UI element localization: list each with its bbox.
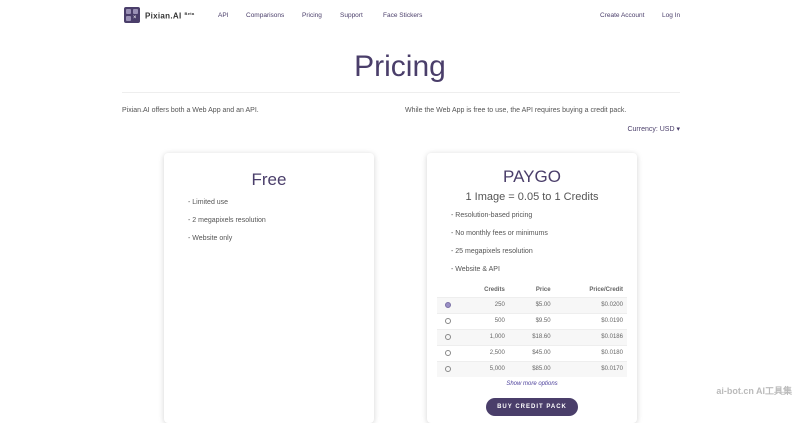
top-nav: × Pixian.AI Beta API Comparisons Pricing … (0, 0, 800, 32)
show-more-options-link[interactable]: Show more options (506, 381, 558, 387)
paygo-subtitle: 1 Image = 0.05 to 1 Credits (465, 191, 599, 203)
per-credit-cell: $0.0200 (554, 296, 627, 313)
per-credit-cell: $0.0190 (554, 312, 627, 329)
nav-api[interactable]: API (218, 12, 229, 19)
feature-item: - No monthly fees or minimums (451, 230, 548, 237)
price-cell: $9.50 (508, 312, 555, 329)
credits-cell: 1,000 (459, 328, 509, 345)
login-link[interactable]: Log In (662, 12, 681, 19)
credits-cell: 250 (459, 296, 509, 313)
free-title: Free (251, 170, 287, 189)
paygo-plan-card: PAYGO 1 Image = 0.05 to 1 Credits - Reso… (427, 153, 637, 423)
col-price-per-credit: Price/Credit (589, 286, 623, 293)
paygo-title: PAYGO (503, 167, 561, 186)
free-plan-card: Free - Limited use - 2 megapixels resolu… (164, 153, 374, 423)
feature-item: - 2 megapixels resolution (188, 217, 266, 224)
price-cell: $18.60 (508, 328, 555, 345)
beta-badge: Beta (184, 11, 195, 16)
nav-face-stickers[interactable]: Face Stickers (383, 12, 423, 19)
price-cell: $5.00 (508, 296, 555, 313)
credits-cell: 2,500 (459, 344, 509, 361)
feature-item: - 25 megapixels resolution (451, 248, 533, 255)
col-credits: Credits (484, 286, 505, 293)
intro-right: While the Web App is free to use, the AP… (405, 107, 627, 114)
credits-cell: 5,000 (459, 360, 509, 377)
price-cell: $85.00 (508, 360, 555, 377)
radio-500[interactable] (445, 317, 451, 324)
page-title: Pricing (354, 50, 446, 83)
watermark: ai-bot.cn AI工具集 (716, 386, 792, 396)
table-row[interactable]: 2,500 $45.00 $0.0180 (437, 344, 627, 361)
col-price: Price (535, 286, 551, 293)
feature-item: - Resolution-based pricing (451, 212, 533, 219)
nav-pricing[interactable]: Pricing (302, 12, 322, 19)
currency-select[interactable]: Currency: USD ▾ (627, 126, 680, 133)
table-row[interactable]: 500 $9.50 $0.0190 (437, 312, 627, 329)
per-credit-cell: $0.0180 (554, 344, 627, 361)
divider (122, 92, 680, 93)
create-account-link[interactable]: Create Account (600, 12, 645, 19)
nav-comparisons[interactable]: Comparisons (246, 12, 285, 19)
paygo-features: - Resolution-based pricing - No monthly … (451, 207, 637, 279)
buy-credit-pack-button[interactable]: BUY CREDIT PACK (486, 398, 578, 416)
radio-1000[interactable] (445, 333, 451, 340)
table-row[interactable]: 1,000 $18.60 $0.0186 (437, 328, 627, 345)
intro-left: Pixian.AI offers both a Web App and an A… (122, 107, 259, 114)
feature-item: - Website & API (451, 266, 500, 273)
radio-250[interactable] (445, 301, 451, 308)
price-cell: $45.00 (508, 344, 555, 361)
radio-5000[interactable] (445, 365, 451, 372)
credit-pack-table: Credits Price Price/Credit 250 $5.00 $0.0200… (437, 283, 627, 377)
credits-cell: 500 (459, 312, 509, 329)
table-row[interactable]: 250 $5.00 $0.0200 (437, 296, 627, 313)
brand-name[interactable]: Pixian.AI Beta (145, 11, 194, 21)
per-credit-cell: $0.0186 (554, 328, 627, 345)
nav-support[interactable]: Support (340, 12, 363, 19)
radio-2500[interactable] (445, 349, 451, 356)
free-features: - Limited use - 2 megapixels resolution … (188, 194, 374, 248)
feature-item: - Website only (188, 235, 233, 242)
table-row[interactable]: 5,000 $85.00 $0.0170 (437, 360, 627, 377)
logo-icon[interactable]: × (124, 7, 140, 23)
feature-item: - Limited use (188, 199, 229, 206)
per-credit-cell: $0.0170 (554, 360, 627, 377)
brand-text: Pixian.AI (145, 11, 182, 21)
